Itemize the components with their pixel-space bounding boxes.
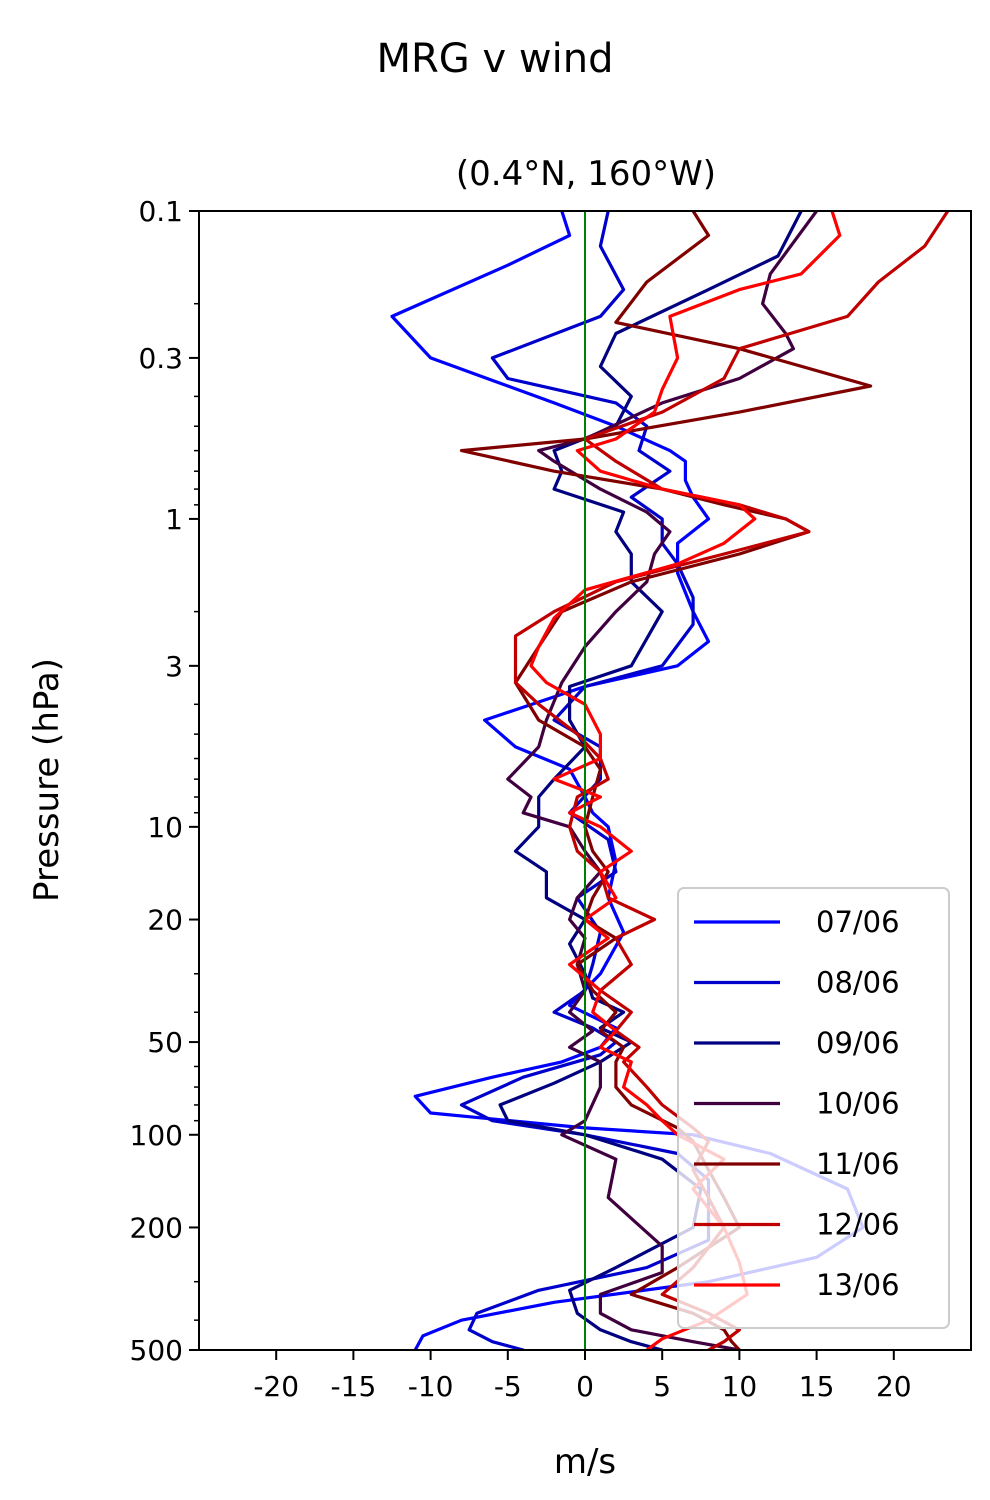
y-axis: 0.1 0.3 1 3 10 20 50 100 200 500	[130, 195, 199, 1367]
chart-title: MRG v wind	[377, 36, 614, 82]
legend-label: 11/06	[816, 1147, 900, 1181]
y-tick-label: 1	[165, 503, 183, 536]
x-axis-label: m/s	[554, 1442, 616, 1482]
series-layer	[390, 211, 950, 1350]
x-tick-label: 20	[876, 1370, 912, 1403]
legend-label: 08/06	[816, 966, 900, 1000]
chart-subtitle: (0.4°N, 160°W)	[456, 154, 716, 194]
legend-label: 09/06	[816, 1026, 900, 1060]
y-tick-label: 50	[147, 1026, 183, 1059]
y-tick-label: 500	[130, 1334, 183, 1367]
series-line-13-06	[529, 211, 842, 1350]
y-tick-label: 0.1	[138, 195, 183, 228]
y-tick-label: 10	[147, 811, 183, 844]
y-tick-label: 3	[165, 650, 183, 683]
y-tick-label: 200	[130, 1211, 183, 1244]
legend-label: 10/06	[816, 1087, 900, 1121]
y-tick-label: 0.3	[138, 342, 183, 375]
x-tick-label: -20	[253, 1370, 299, 1403]
legend-label: 12/06	[816, 1208, 900, 1242]
x-tick-label: 10	[722, 1370, 758, 1403]
y-axis-label: Pressure (hPa)	[27, 658, 67, 902]
y-tick-label: 100	[130, 1119, 183, 1152]
x-tick-label: 0	[576, 1370, 594, 1403]
legend-label: 13/06	[816, 1268, 900, 1302]
legend: 07/06 08/06 09/06 10/06 11/06 12/06 13/06	[677, 887, 950, 1329]
legend-label: 07/06	[816, 905, 900, 939]
legend-box	[677, 887, 950, 1329]
x-axis: -20 -15 -10 -5 0 5 10 15 20	[253, 1350, 912, 1403]
x-tick-label: -5	[494, 1370, 522, 1403]
x-tick-label: 15	[799, 1370, 835, 1403]
x-tick-label: -15	[331, 1370, 377, 1403]
x-tick-label: 5	[653, 1370, 671, 1403]
x-tick-label: -10	[408, 1370, 454, 1403]
y-tick-label: 20	[147, 904, 183, 937]
